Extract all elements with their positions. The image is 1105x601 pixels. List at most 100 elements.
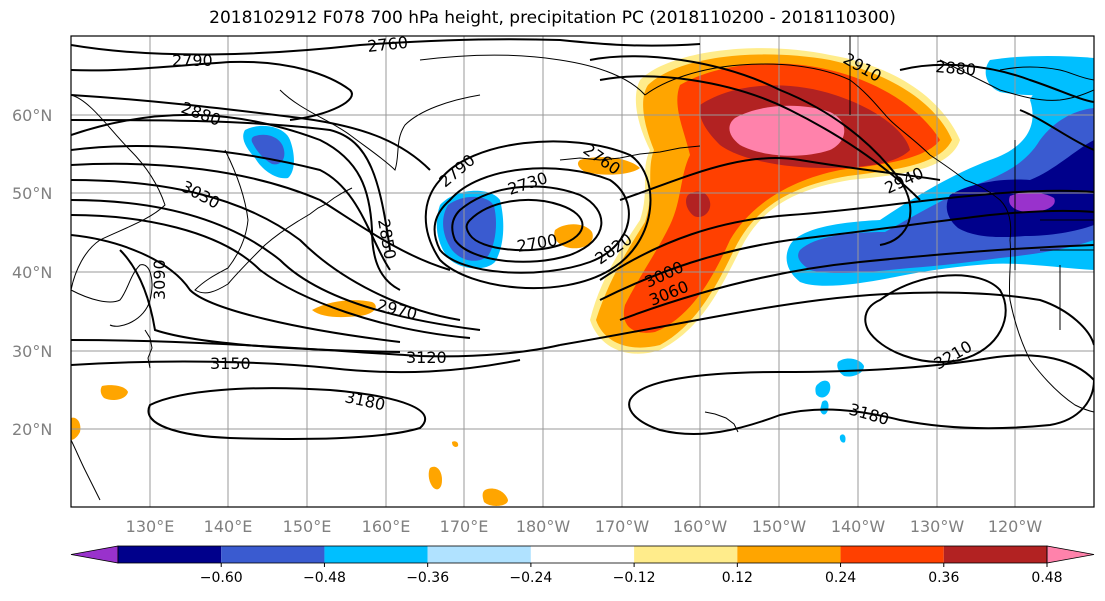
lon-label: 150°E	[283, 517, 332, 536]
contour-low-2790	[424, 140, 652, 290]
contour-2760-north	[71, 38, 701, 56]
coast-north-islands	[999, 66, 1094, 81]
contour-ne-2	[1019, 109, 1094, 151]
colorbar-outline	[117, 545, 1048, 564]
colorbar-tick-label: 0.48	[1031, 570, 1062, 586]
latitude-labels: 60°N 50°N 40°N 30°N 20°N	[12, 106, 52, 439]
colorbar-tick-label: −0.48	[303, 570, 346, 586]
contour-low-2760	[433, 167, 630, 274]
lon-label: 140°W	[831, 517, 886, 536]
contour-3120-east	[559, 291, 1094, 346]
contour-ridge-2880	[589, 55, 912, 246]
contour-high-3210	[864, 274, 1007, 363]
contour-label: 3150	[210, 354, 251, 373]
colorbar-tick-label: −0.12	[613, 570, 656, 586]
shade-pos-aleut-small	[577, 157, 640, 175]
shade-neg-ne-light	[985, 55, 1094, 96]
lat-label-40n: 40°N	[12, 263, 52, 282]
shade-pos-south-small	[482, 488, 508, 506]
lon-label: 130°E	[126, 517, 175, 536]
contour-3060	[71, 234, 401, 343]
colorbar-tick-label: 0.24	[825, 570, 856, 586]
shade-neg-hawaii-3	[820, 400, 829, 415]
coast-asia-west	[71, 94, 166, 291]
colorbar-bin	[634, 546, 738, 563]
colorbar-ticks: −0.60 −0.48 −0.36 −0.24 −0.12 0.12 0.24 0.36 0.4…	[200, 563, 1063, 586]
contour-3030	[71, 214, 471, 339]
contour-2880	[71, 113, 401, 291]
contour-3180-east	[628, 354, 1094, 435]
lon-label: 130°W	[910, 517, 965, 536]
shade-neg-east-purple	[1009, 192, 1055, 212]
coast-japan	[194, 149, 301, 294]
contour-2940	[71, 162, 451, 271]
colorbar-tick-label: −0.36	[406, 570, 449, 586]
colorbar-extend-low	[70, 545, 119, 564]
colorbar-bin	[737, 546, 841, 563]
colorbar-swatches	[70, 545, 1095, 564]
coast-hawaii	[704, 411, 739, 433]
lon-label: 120°W	[988, 517, 1043, 536]
colorbar-bin	[118, 546, 222, 563]
colorbar-bin	[221, 546, 325, 563]
lon-label: 170°E	[440, 517, 489, 536]
shade-neg-hawaii-2	[815, 380, 831, 398]
lat-label-30n: 30°N	[12, 342, 52, 361]
coast-bc	[929, 154, 1012, 241]
coast-siberia	[419, 54, 646, 96]
colorbar-bin	[840, 546, 944, 563]
lat-label-20n: 20°N	[12, 420, 52, 439]
colorbar-tick-label: 0.12	[722, 570, 753, 586]
contour-2850	[71, 119, 391, 251]
colorbar-bin	[427, 546, 531, 563]
contour-2820	[71, 94, 431, 171]
longitude-labels: 130°E 140°E 150°E 160°E 170°E 180°W 170°…	[126, 517, 1043, 536]
shade-pos-central-small	[554, 224, 593, 249]
lat-label-60n: 60°N	[12, 106, 52, 125]
height-contours	[71, 38, 1094, 440]
contour-ne	[899, 63, 1094, 103]
contour-3000	[71, 199, 481, 331]
map-title: 2018102912 F078 700 hPa height, precipit…	[209, 8, 896, 28]
positive-anomaly-shading	[71, 48, 960, 506]
colorbar-bin	[324, 546, 428, 563]
lon-label: 160°W	[673, 517, 728, 536]
contour-ridge-2910	[599, 75, 921, 201]
colorbar-tick-label: 0.36	[928, 570, 959, 586]
contour-low-2700	[465, 199, 584, 252]
colorbar-tick-label: −0.24	[509, 570, 552, 586]
coast-alaska	[644, 63, 931, 156]
lon-label: 140°E	[204, 517, 253, 536]
colorbar: −0.60 −0.48 −0.36 −0.24 −0.12 0.12 0.24 0.36 0.4…	[70, 545, 1095, 586]
shade-pos-dot	[452, 441, 459, 447]
colorbar-extend-high	[1046, 545, 1095, 564]
lon-label: 150°W	[752, 517, 807, 536]
contour-label: 2790	[172, 51, 213, 70]
graticule	[71, 36, 1094, 507]
contour-2970	[71, 179, 461, 321]
coast-ne-land	[939, 59, 1094, 101]
map-area: 2790 2760 2910 2880 2880 3030 3090 2850 …	[71, 33, 1094, 507]
shade-pos-sw-small	[100, 385, 128, 400]
contour-ridge-3000	[599, 189, 1094, 281]
contour-label: 2760	[366, 33, 408, 56]
coast-korea-china	[71, 264, 153, 327]
colorbar-tick-label: −0.60	[200, 570, 243, 586]
contour-ridge-3060	[599, 209, 1094, 301]
contour-ridge-2940	[619, 157, 941, 201]
shade-neg-west-mid	[251, 134, 285, 165]
contour-3150	[71, 359, 521, 374]
contour-label: 3090	[150, 259, 169, 300]
coast-kamchatka	[279, 89, 481, 171]
shade-pos-darkred-2	[686, 191, 711, 218]
lon-label: 180°W	[516, 517, 571, 536]
colorbar-bin	[530, 546, 635, 563]
coast-philippines	[71, 439, 101, 501]
contour-3180-west	[147, 387, 427, 440]
lon-label: 170°W	[595, 517, 650, 536]
shade-neg-east-navy	[946, 140, 1094, 238]
colorbar-bin	[943, 546, 1047, 563]
contour-2790-north	[71, 60, 353, 121]
contour-label: 2880	[935, 57, 977, 79]
